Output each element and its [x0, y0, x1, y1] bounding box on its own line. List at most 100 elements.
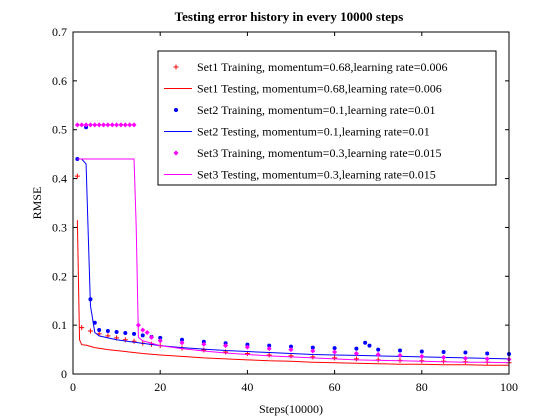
legend-entry: Set3 Training, momentum=0.3,learning rat… [173, 146, 442, 160]
data-point [398, 348, 402, 353]
x-tick-label: 80 [416, 380, 428, 394]
y-tick-label: 0.5 [52, 123, 67, 137]
data-point [109, 122, 115, 128]
data-point [180, 337, 184, 342]
data-point [148, 334, 154, 340]
data-point [310, 345, 315, 350]
y-tick-label: 0.2 [52, 269, 67, 283]
data-point [101, 122, 107, 128]
x-tick-label: 60 [329, 380, 341, 394]
data-point [201, 341, 207, 347]
series-6 [77, 158, 510, 364]
data-point [83, 122, 89, 128]
data-point [332, 349, 338, 355]
series-2 [76, 220, 509, 366]
data-point [441, 354, 447, 360]
data-point [105, 122, 111, 128]
series-line-6 [77, 158, 510, 364]
legend-marker-swatch [174, 108, 178, 112]
data-point [223, 343, 229, 349]
data-point [131, 122, 137, 128]
data-point [354, 346, 359, 351]
data-point [363, 340, 368, 345]
data-point [118, 122, 124, 128]
data-point [179, 340, 185, 346]
data-point [96, 122, 102, 128]
data-point [105, 329, 110, 334]
data-point [289, 344, 293, 349]
legend-label: Set1 Training, momentum=0.68,learning ra… [197, 60, 448, 74]
x-tick-label: 40 [241, 380, 253, 394]
data-point [332, 355, 338, 361]
data-point [92, 122, 98, 128]
legend-label: Set2 Testing, momentum=0.1,learning rate… [197, 125, 430, 139]
legend-entry: Set1 Testing, momentum=0.68,learning rat… [164, 82, 442, 96]
data-point [441, 350, 446, 355]
series-layer [74, 122, 512, 366]
legend-box [157, 50, 497, 186]
data-point [353, 350, 359, 356]
plot-frame [72, 31, 510, 375]
legend-label: Set3 Testing, momentum=0.3,learning rate… [197, 168, 436, 182]
data-point [144, 329, 150, 335]
data-point [122, 122, 128, 128]
series-5 [74, 122, 512, 362]
series-4 [77, 158, 510, 360]
data-point [74, 173, 80, 179]
data-point [288, 347, 294, 353]
data-point [485, 351, 490, 356]
data-point [114, 122, 120, 128]
legend-marker-swatch [173, 64, 179, 70]
data-point [131, 338, 137, 344]
data-point [419, 353, 425, 359]
data-point [79, 325, 85, 331]
data-point [332, 346, 337, 351]
data-point [463, 350, 468, 355]
legend-entry: Set2 Testing, momentum=0.1,learning rate… [164, 125, 430, 139]
data-point [484, 356, 490, 362]
legend-entry: Set1 Training, momentum=0.68,learning ra… [173, 60, 448, 74]
data-point [310, 354, 316, 360]
legend-label: Set3 Training, momentum=0.3,learning rat… [197, 146, 442, 160]
data-point [266, 352, 272, 358]
legend: Set1 Training, momentum=0.68,learning ra… [157, 50, 497, 186]
data-point [79, 122, 85, 128]
x-tick-label: 20 [154, 380, 166, 394]
data-point [397, 352, 403, 358]
data-point [375, 351, 381, 357]
data-point [158, 335, 163, 340]
data-point [74, 122, 80, 128]
data-point [87, 328, 93, 334]
data-point [87, 122, 93, 128]
data-point [462, 355, 468, 361]
data-point [97, 328, 102, 333]
data-point [140, 327, 146, 333]
y-tick-label: 0.4 [52, 172, 67, 186]
data-point [123, 330, 128, 335]
y-tick-label: 0.3 [52, 220, 67, 234]
data-point [353, 356, 359, 362]
chart-title: Testing error history in every 10000 ste… [175, 9, 404, 24]
legend-entry: Set2 Training, momentum=0.1,learning rat… [174, 103, 436, 117]
y-tick-label: 0.6 [52, 74, 67, 88]
data-point [367, 343, 372, 348]
y-tick-label: 0.7 [52, 25, 67, 39]
data-point [267, 343, 272, 348]
data-point [244, 344, 250, 350]
x-tick-label: 100 [500, 380, 518, 394]
data-point [114, 329, 119, 334]
legend-label: Set1 Testing, momentum=0.68,learning rat… [197, 82, 442, 96]
legend-label: Set2 Training, momentum=0.1,learning rat… [197, 103, 436, 117]
data-point [419, 349, 424, 354]
y-axis-label: RMSE [30, 187, 44, 220]
data-point [127, 122, 133, 128]
data-point [288, 353, 294, 359]
series-line-2 [76, 220, 509, 366]
axis-ticks: 0 20 40 60 80 100 0 0.1 0.2 0.3 0.4 0.5 0.6 0.7 [52, 25, 518, 394]
y-tick-label: 0.1 [52, 318, 67, 332]
data-point [201, 347, 207, 353]
data-point [266, 346, 272, 352]
x-axis-label: Steps(10000) [259, 402, 323, 416]
x-tick-label: 0 [70, 380, 76, 394]
